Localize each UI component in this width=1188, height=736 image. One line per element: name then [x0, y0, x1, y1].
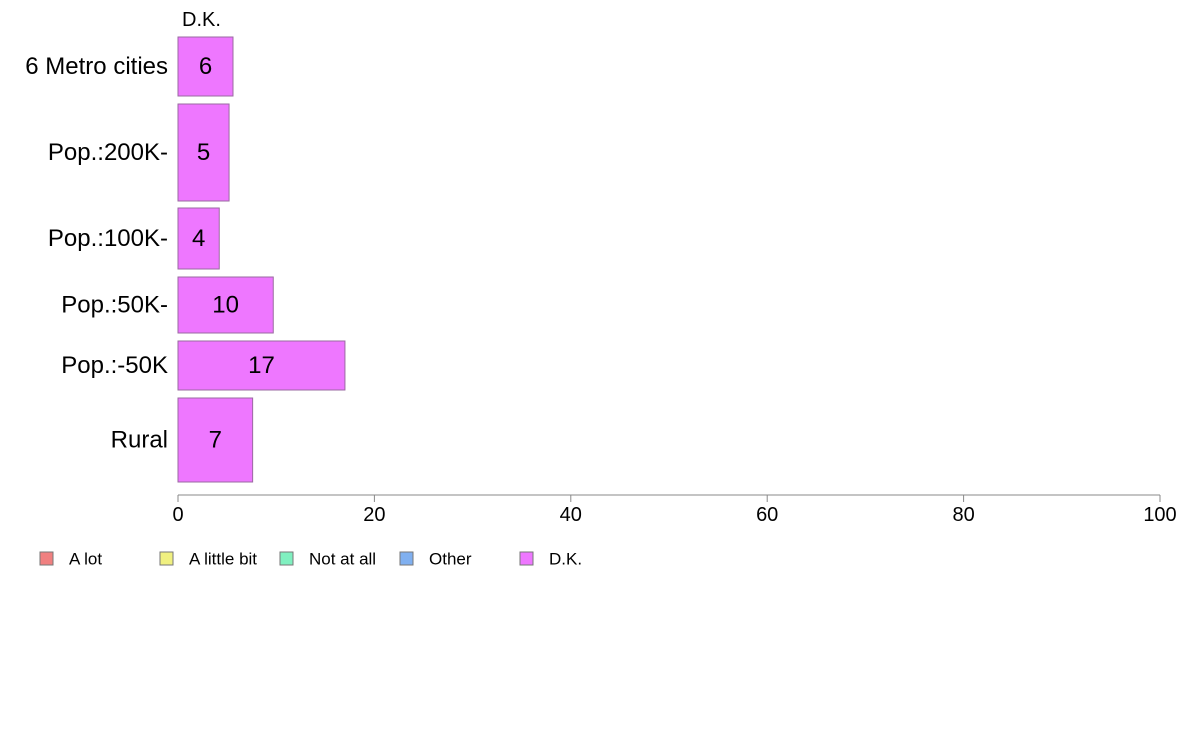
x-tick-label: 0	[172, 504, 183, 526]
category-label: Pop.:200K-	[48, 139, 168, 166]
bar-segment	[177, 276, 274, 334]
bars-layer: D.K. 6 5 4 10 17 7	[177, 9, 346, 483]
category-labels: 6 Metro cities Pop.:200K- Pop.:100K- Pop.:5…	[25, 53, 168, 454]
category-label: Rural	[111, 427, 168, 454]
bar-value-label: 7	[209, 427, 222, 454]
x-tick-label: 60	[756, 504, 778, 526]
bar-value-label: 10	[212, 292, 239, 319]
legend-label: A lot	[69, 550, 102, 569]
bar-value-label: 5	[197, 139, 210, 166]
bar-segment	[177, 36, 234, 97]
legend-swatch	[39, 551, 54, 566]
category-label: Pop.:-50K	[61, 352, 168, 379]
legend-label: Other	[429, 550, 472, 569]
x-axis: 0 20 40 60 80 100	[172, 494, 1177, 526]
category-label: 6 Metro cities	[25, 53, 168, 80]
legend-swatch	[279, 551, 294, 566]
x-tick-label: 100	[1143, 504, 1176, 526]
legend-label: Not at all	[309, 550, 376, 569]
bar-segment	[177, 103, 230, 202]
x-tick-label: 20	[363, 504, 385, 526]
legend: A lot A little bit Not at all Other D.K.	[39, 550, 582, 569]
legend-swatch	[159, 551, 174, 566]
x-tick-label: 40	[560, 504, 582, 526]
x-tick-label: 80	[952, 504, 974, 526]
legend-swatch	[399, 551, 414, 566]
legend-label: D.K.	[549, 550, 582, 569]
bar-value-label: 17	[248, 352, 275, 379]
bar-value-label: 6	[199, 53, 212, 80]
bar-segment	[177, 207, 220, 270]
bar-segment	[177, 397, 254, 483]
category-label: Pop.:100K-	[48, 225, 168, 252]
bar-segment	[177, 340, 346, 391]
legend-label: A little bit	[189, 550, 257, 569]
series-header-label: D.K.	[182, 9, 221, 31]
category-label: Pop.:50K-	[61, 292, 168, 319]
bar-value-label: 4	[192, 225, 205, 252]
legend-swatch	[519, 551, 534, 566]
